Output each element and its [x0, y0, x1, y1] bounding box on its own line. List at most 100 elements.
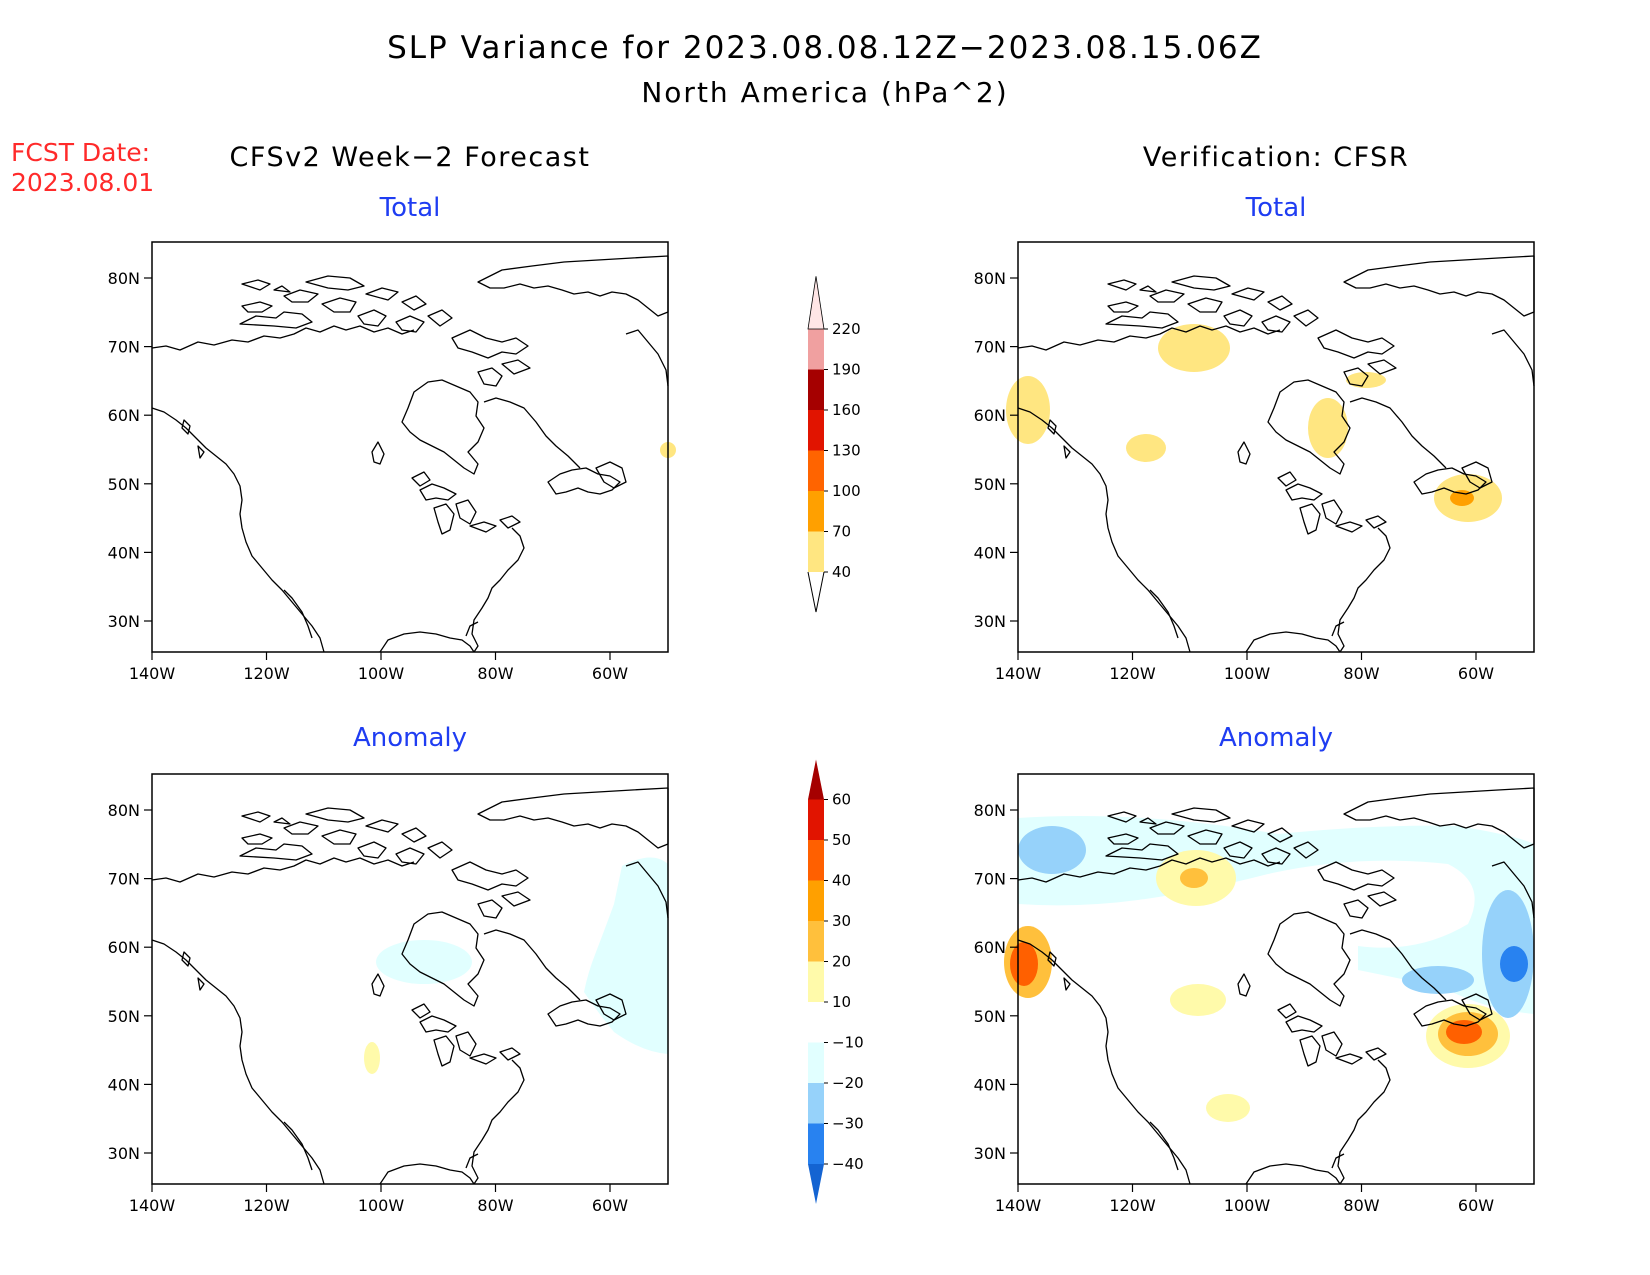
- lat-tick-label: 70N: [108, 870, 140, 889]
- lat-tick-label: 50N: [108, 1007, 140, 1026]
- colorbar-segment: [808, 1083, 824, 1124]
- colorbar-tick-label: 60: [832, 791, 851, 809]
- forecast-total-map: [151, 255, 676, 653]
- lat-tick-label: 80N: [108, 269, 140, 288]
- lat-tick-label: 70N: [974, 870, 1006, 889]
- lat-tick-label: 60N: [974, 406, 1006, 425]
- lon-tick-label: 120W: [243, 664, 290, 683]
- fcst-date-label: FCST Date:: [11, 138, 151, 167]
- colorbar-segment: [808, 961, 824, 1002]
- figure-subtitle: North America (hPa^2): [641, 76, 1009, 109]
- lat-tick-label: 70N: [974, 338, 1006, 357]
- lon-tick-label: 140W: [995, 664, 1042, 683]
- map-frame: [151, 773, 669, 1185]
- colorbar-tick-label: 40: [832, 872, 851, 890]
- forecast-total-title: Total: [379, 193, 441, 223]
- verification-anomaly-title: Anomaly: [1218, 723, 1334, 753]
- colorbar-segment: [808, 921, 824, 962]
- colorbar-tick-label: 10: [832, 993, 851, 1011]
- lon-tick-label: 60W: [592, 664, 628, 683]
- lon-tick-label: 60W: [592, 1196, 628, 1215]
- lon-tick-label: 100W: [1224, 1196, 1271, 1215]
- colorbar-lower-triangle: [807, 571, 825, 613]
- total-colorbar: 40 70 100 130 160 190 220: [807, 276, 861, 613]
- lat-tick-label: 50N: [974, 475, 1006, 494]
- lon-tick-label: 60W: [1458, 664, 1494, 683]
- verification-anomaly-map: [1004, 787, 1535, 1185]
- map-frame: [1017, 241, 1535, 653]
- lat-tick-label: 40N: [974, 543, 1006, 562]
- lat-tick-label: 60N: [974, 938, 1006, 957]
- colorbar-tick-label: −10: [832, 1034, 864, 1052]
- colorbar-upper-triangle: [808, 759, 824, 800]
- verification-header: Verification: CFSR: [1142, 142, 1410, 173]
- colorbar-tick-label: −40: [832, 1155, 864, 1173]
- anomaly-colorbar: −40 −30 −20 −10 10 20 30 40 50 60: [808, 759, 864, 1204]
- map-frame: [1017, 773, 1535, 1185]
- lon-tick-label: 120W: [1109, 664, 1156, 683]
- lat-tick-label: 30N: [974, 1144, 1006, 1163]
- colorbar-tick-label: 50: [832, 831, 851, 849]
- colorbar-tick-label: −20: [832, 1074, 864, 1092]
- map-axes: 140W 120W 100W 80W 60W 80N 70N 60N 50N 40N 30N 140W…: [108, 241, 1535, 1215]
- lat-tick-label: 50N: [974, 1007, 1006, 1026]
- colorbar-segment: [808, 491, 824, 532]
- colorbar-tick-label: 130: [832, 442, 861, 460]
- lon-tick-label: 140W: [129, 1196, 176, 1215]
- lon-tick-label: 80W: [477, 664, 513, 683]
- lat-tick-label: 60N: [108, 406, 140, 425]
- lon-tick-label: 100W: [358, 664, 405, 683]
- forecast-anomaly-map: [151, 787, 669, 1185]
- map-frame: [151, 241, 669, 653]
- lat-tick-label: 40N: [974, 1075, 1006, 1094]
- colorbar-tick-label: 70: [832, 523, 851, 541]
- colorbar-segment: [808, 1002, 824, 1043]
- colorbar-segment: [808, 410, 824, 451]
- colorbar-segment: [808, 369, 824, 410]
- colorbar-tick-label: 40: [832, 563, 851, 581]
- colorbar-segment: [808, 799, 824, 840]
- forecast-header: CFSv2 Week−2 Forecast: [229, 142, 591, 173]
- lon-tick-label: 60W: [1458, 1196, 1494, 1215]
- lon-tick-label: 100W: [1224, 664, 1271, 683]
- colorbar-segment: [808, 450, 824, 491]
- colorbar-tick-label: 100: [832, 482, 861, 500]
- verification-total-title: Total: [1245, 193, 1307, 223]
- lon-tick-label: 80W: [477, 1196, 513, 1215]
- lat-tick-label: 80N: [974, 801, 1006, 820]
- lat-tick-label: 60N: [108, 938, 140, 957]
- lat-tick-label: 80N: [108, 801, 140, 820]
- colorbar-segment: [808, 531, 824, 572]
- colorbar-segment: [808, 880, 824, 921]
- lon-tick-label: 80W: [1343, 1196, 1379, 1215]
- lat-tick-label: 70N: [108, 338, 140, 357]
- lat-tick-label: 30N: [108, 612, 140, 631]
- lat-tick-label: 40N: [108, 543, 140, 562]
- colorbar-tick-label: 20: [832, 953, 851, 971]
- lat-tick-label: 30N: [108, 1144, 140, 1163]
- lon-tick-label: 100W: [358, 1196, 405, 1215]
- colorbar-tick-label: 220: [832, 320, 861, 338]
- forecast-anomaly-title: Anomaly: [352, 723, 468, 753]
- colorbar-segment: [808, 840, 824, 881]
- colorbar-upper-triangle: [807, 276, 825, 330]
- lat-tick-label: 80N: [974, 269, 1006, 288]
- colorbar-segment: [808, 1123, 824, 1164]
- colorbar-tick-label: 30: [832, 912, 851, 930]
- verification-total-map: [1006, 255, 1535, 653]
- lon-tick-label: 80W: [1343, 664, 1379, 683]
- colorbar-tick-label: 190: [832, 361, 861, 379]
- lat-tick-label: 30N: [974, 612, 1006, 631]
- lon-tick-label: 140W: [995, 1196, 1042, 1215]
- lat-tick-label: 40N: [108, 1075, 140, 1094]
- fcst-date-value: 2023.08.01: [11, 168, 155, 197]
- colorbar-tick-label: −30: [832, 1115, 864, 1133]
- lon-tick-label: 120W: [243, 1196, 290, 1215]
- colorbar-lower-triangle: [808, 1164, 824, 1204]
- lat-tick-label: 50N: [108, 475, 140, 494]
- colorbar-segment: [808, 1042, 824, 1083]
- lon-tick-label: 140W: [129, 664, 176, 683]
- figure-title: SLP Variance for 2023.08.08.12Z−2023.08.…: [387, 30, 1263, 66]
- colorbar-segment: [808, 329, 824, 370]
